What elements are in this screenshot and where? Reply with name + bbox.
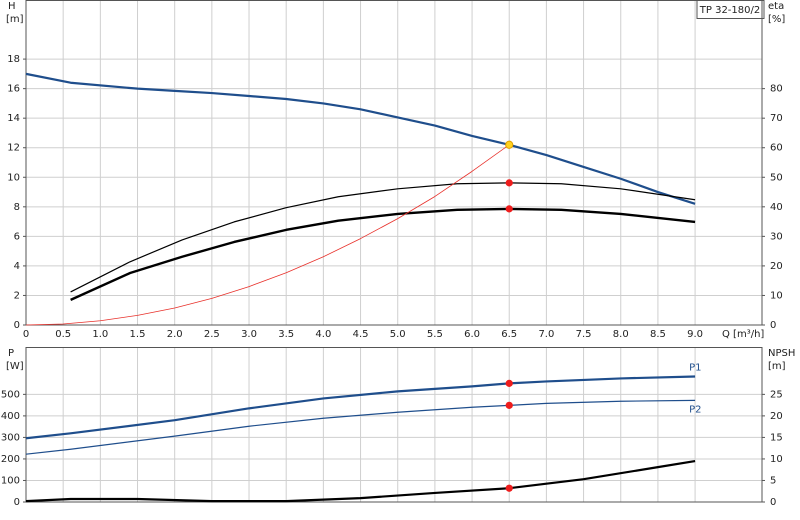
x-tick-label: 8.5 [650, 329, 666, 340]
y2-axis-unit: [%] [768, 14, 785, 25]
y2-tick-label: 60 [770, 143, 783, 154]
y-tick-label: 0 [14, 320, 20, 331]
x-tick-label: 3.5 [278, 329, 294, 340]
y2-tick-label: 15 [770, 432, 783, 443]
series-line [25, 460, 696, 503]
plot-frame [25, 347, 763, 503]
series-line [25, 144, 510, 326]
x-tick-label: 2.0 [167, 329, 183, 340]
y-tick-label: 6 [14, 231, 20, 242]
y2-tick-label: 50 [770, 172, 783, 183]
series-line [70, 207, 696, 301]
x-tick-label: 2.5 [204, 329, 220, 340]
series-line [25, 72, 696, 205]
operating-point [505, 379, 513, 387]
x-tick-label: 1.0 [92, 329, 108, 340]
y2-axis-label: eta [768, 1, 784, 12]
x-tick-label: 7.0 [538, 329, 554, 340]
operating-point [505, 140, 514, 149]
x-tick-label: 8.0 [613, 329, 629, 340]
y-tick-label: 400 [1, 411, 20, 422]
operating-point [505, 179, 513, 187]
y-tick-label: 100 [1, 475, 20, 486]
series-line [25, 375, 696, 440]
series-line [25, 399, 696, 455]
x-tick-label: 5.0 [390, 329, 406, 340]
series-label: P2 [689, 404, 701, 415]
x-tick-label: 6.5 [501, 329, 517, 340]
y-axis-unit: [m] [6, 14, 24, 25]
y2-axis-unit: [m] [768, 361, 786, 372]
y-tick-label: 18 [7, 54, 20, 65]
x-tick-label: 3.0 [241, 329, 257, 340]
y-tick-label: 200 [1, 454, 20, 465]
x-tick-label: 4.5 [353, 329, 369, 340]
plot-frame [25, 0, 763, 326]
y-tick-label: 300 [1, 432, 20, 443]
y2-tick-label: 70 [770, 113, 783, 124]
y-tick-label: 10 [7, 172, 20, 183]
x-tick-label: 0 [23, 329, 29, 340]
x-axis-label: Q [m³/h] [722, 329, 764, 340]
x-tick-label: 6.0 [464, 329, 480, 340]
y2-tick-label: 10 [770, 290, 783, 301]
y2-tick-label: 0 [770, 320, 776, 331]
y-axis-unit: [W] [6, 361, 24, 372]
operating-point [505, 484, 513, 492]
y2-axis-label: NPSH [768, 348, 795, 359]
y-axis-label: P [8, 348, 14, 359]
y2-tick-label: 20 [770, 261, 783, 272]
y2-tick-label: 25 [770, 389, 783, 400]
y-tick-label: 0 [14, 497, 20, 508]
operating-point [505, 205, 513, 213]
y2-tick-label: 5 [770, 475, 776, 486]
y-tick-label: 500 [1, 389, 20, 400]
y-tick-label: 2 [14, 290, 20, 301]
x-tick-label: 4.0 [315, 329, 331, 340]
y2-tick-label: 40 [770, 202, 783, 213]
operating-point [505, 401, 513, 409]
y-tick-label: 16 [7, 84, 20, 95]
x-tick-label: 9.0 [687, 329, 703, 340]
y-tick-label: 14 [7, 113, 20, 124]
y2-tick-label: 10 [770, 454, 783, 465]
y2-tick-label: 0 [770, 497, 776, 508]
x-tick-label: 0.5 [55, 329, 71, 340]
y-tick-label: 4 [14, 261, 20, 272]
y2-tick-label: 80 [770, 84, 783, 95]
series-label: P1 [689, 362, 701, 373]
series-line [70, 182, 696, 293]
y-tick-label: 8 [14, 202, 20, 213]
x-tick-label: 1.5 [130, 329, 146, 340]
y-tick-label: 12 [7, 143, 20, 154]
x-tick-label: 7.5 [576, 329, 592, 340]
y-axis-label: H [8, 1, 16, 12]
chart-title: TP 32-180/2 [699, 5, 760, 16]
x-tick-label: 5.5 [427, 329, 443, 340]
y2-tick-label: 30 [770, 231, 783, 242]
y2-tick-label: 20 [770, 411, 783, 422]
